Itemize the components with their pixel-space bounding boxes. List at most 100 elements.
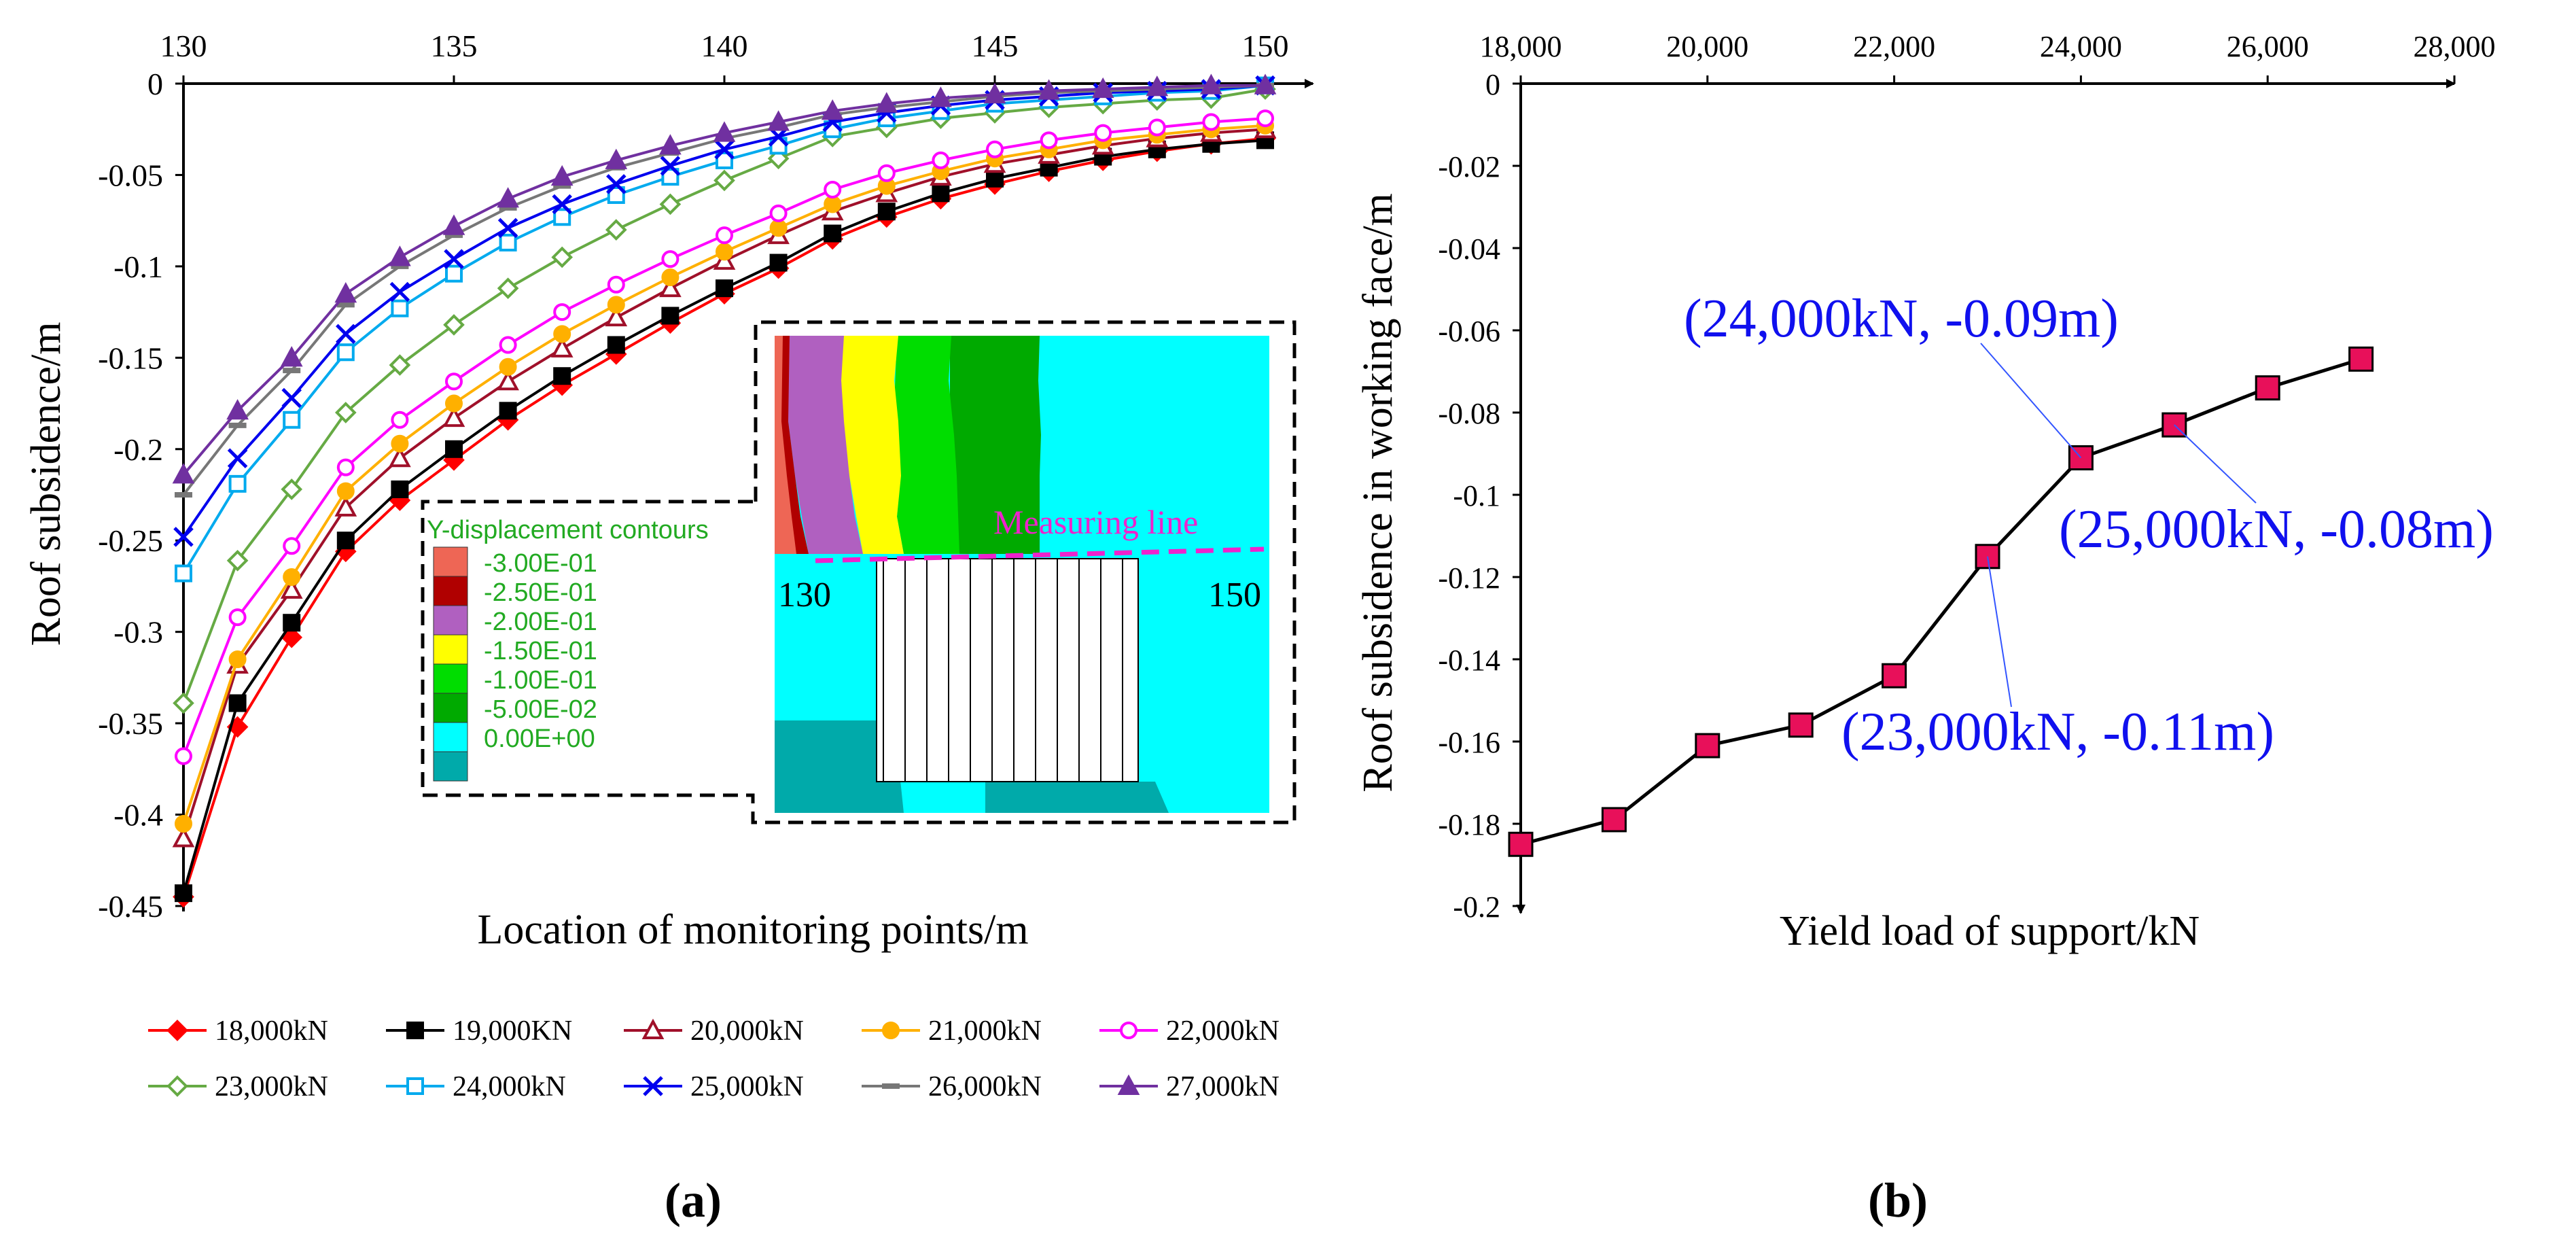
panel-b-y-tick-label: -0.06 bbox=[1438, 315, 1500, 348]
data-point bbox=[875, 92, 898, 113]
data-point bbox=[1038, 79, 1060, 100]
legend-label: 21,000kN bbox=[928, 1015, 1042, 1047]
contour-swatch bbox=[433, 634, 468, 665]
data-point bbox=[499, 358, 517, 376]
data-point bbox=[499, 233, 517, 251]
panel-b-y-tick-label: -0.2 bbox=[1453, 890, 1500, 924]
data-point bbox=[769, 254, 788, 272]
data-point bbox=[605, 219, 627, 241]
data-point bbox=[283, 614, 301, 632]
inset-band-yellow bbox=[841, 336, 904, 554]
data-point bbox=[2255, 375, 2280, 401]
contour-swatch bbox=[433, 663, 468, 694]
panel-a-y-tick-label: -0.1 bbox=[113, 249, 163, 284]
data-point bbox=[607, 275, 625, 294]
data-point bbox=[716, 279, 733, 298]
data-point bbox=[336, 324, 356, 345]
panel-b-annotations: (24,000kN, -0.09m) (25,000kN, -0.08m) (23,… bbox=[1684, 289, 2494, 762]
data-point bbox=[391, 434, 409, 453]
data-point bbox=[445, 264, 463, 283]
series-line-yield bbox=[1520, 358, 2362, 846]
panel-b-y-tick-label: -0.02 bbox=[1438, 150, 1500, 184]
data-point bbox=[767, 110, 790, 131]
data-point bbox=[551, 246, 574, 268]
contour-swatch bbox=[433, 722, 468, 752]
panel-a-y-tick-label: -0.35 bbox=[98, 706, 163, 741]
panel-b-y-title: Roof subsidence in working face/m bbox=[1355, 193, 1401, 793]
inset-band-purple bbox=[788, 336, 863, 554]
data-point bbox=[659, 276, 682, 298]
legend-marker bbox=[166, 1075, 188, 1097]
data-point bbox=[1091, 77, 1114, 99]
data-point bbox=[389, 281, 410, 302]
contour-inset: Measuring line 130 150 Y-displacement co… bbox=[421, 320, 1296, 825]
data-point bbox=[280, 578, 303, 599]
legend-label: 25,000kN bbox=[690, 1071, 804, 1102]
data-point bbox=[336, 458, 355, 476]
panel-a-x-title: Location of monitoring points/m bbox=[477, 907, 1028, 953]
data-point bbox=[444, 249, 464, 269]
data-point bbox=[661, 268, 680, 287]
data-point bbox=[932, 184, 950, 203]
legend-marker bbox=[1117, 1074, 1140, 1095]
panel-b-y-tick-label: -0.04 bbox=[1438, 232, 1500, 266]
data-point bbox=[226, 549, 249, 572]
data-point bbox=[497, 370, 519, 391]
panel-b-y-tick-label: -0.1 bbox=[1453, 479, 1500, 512]
annotation-label: (24,000kN, -0.09m) bbox=[1684, 289, 2119, 349]
annotation-leader bbox=[1987, 556, 2012, 708]
data-point bbox=[605, 305, 628, 327]
legend-label: 24,000kN bbox=[453, 1071, 566, 1102]
data-point bbox=[1256, 109, 1274, 128]
data-point bbox=[334, 402, 357, 423]
data-point bbox=[661, 168, 680, 186]
panel-a-x-tick-label: 145 bbox=[972, 29, 1019, 63]
legend-label: 26,000kN bbox=[928, 1071, 1042, 1102]
panel-b-x-tick-label: 18,000 bbox=[1480, 30, 1562, 63]
panel-b-x-tick-label: 22,000 bbox=[1853, 30, 1935, 63]
data-point bbox=[497, 217, 518, 239]
panel-a-label: (a) bbox=[665, 1173, 722, 1227]
data-point bbox=[173, 692, 194, 714]
contour-level-label: -1.50E-01 bbox=[484, 637, 597, 665]
data-point bbox=[497, 277, 519, 299]
data-point bbox=[336, 482, 355, 500]
inset-band-green bbox=[894, 336, 959, 554]
data-point bbox=[983, 82, 1006, 104]
data-point bbox=[175, 884, 192, 903]
contour-level-label: -5.00E-02 bbox=[484, 695, 597, 724]
data-point bbox=[824, 195, 842, 213]
data-point bbox=[553, 367, 571, 385]
panel-a-x-tick-label: 130 bbox=[160, 29, 207, 63]
legend-marker bbox=[643, 1076, 663, 1096]
panel-b-x-title: Yield load of support/kN bbox=[1780, 908, 2200, 954]
panel-a-x-tick-label: 135 bbox=[431, 29, 478, 63]
panel-b-y-tick-label: 0 bbox=[1485, 68, 1500, 101]
data-point bbox=[442, 406, 465, 428]
data-point bbox=[713, 121, 736, 142]
inset-support-area bbox=[876, 558, 1139, 782]
data-point bbox=[553, 208, 571, 226]
panel-a-y-tick-label: 0 bbox=[147, 67, 163, 101]
data-point bbox=[499, 336, 517, 354]
data-point bbox=[391, 480, 409, 498]
legend-label: 19,000KN bbox=[453, 1015, 572, 1047]
data-point bbox=[553, 303, 571, 321]
data-point bbox=[283, 537, 301, 555]
data-point bbox=[281, 626, 303, 648]
legend-label: 23,000kN bbox=[215, 1071, 328, 1102]
data-point bbox=[767, 147, 790, 170]
data-point bbox=[283, 411, 301, 429]
data-point bbox=[824, 224, 842, 243]
legend-marker bbox=[166, 1020, 188, 1041]
data-point bbox=[391, 299, 409, 317]
data-point bbox=[445, 372, 463, 391]
panel-b-y-tick-label: -0.14 bbox=[1438, 644, 1500, 677]
data-point bbox=[227, 448, 248, 468]
panel-a-legend: 18,000kN 19,000KN 20,000kN 21,000kN 22,000kN… bbox=[148, 1015, 1280, 1102]
data-point bbox=[716, 226, 733, 245]
panel-a-x-tick-label: 140 bbox=[701, 29, 748, 63]
data-point bbox=[607, 296, 625, 314]
data-point bbox=[391, 411, 409, 429]
data-point bbox=[769, 204, 788, 222]
